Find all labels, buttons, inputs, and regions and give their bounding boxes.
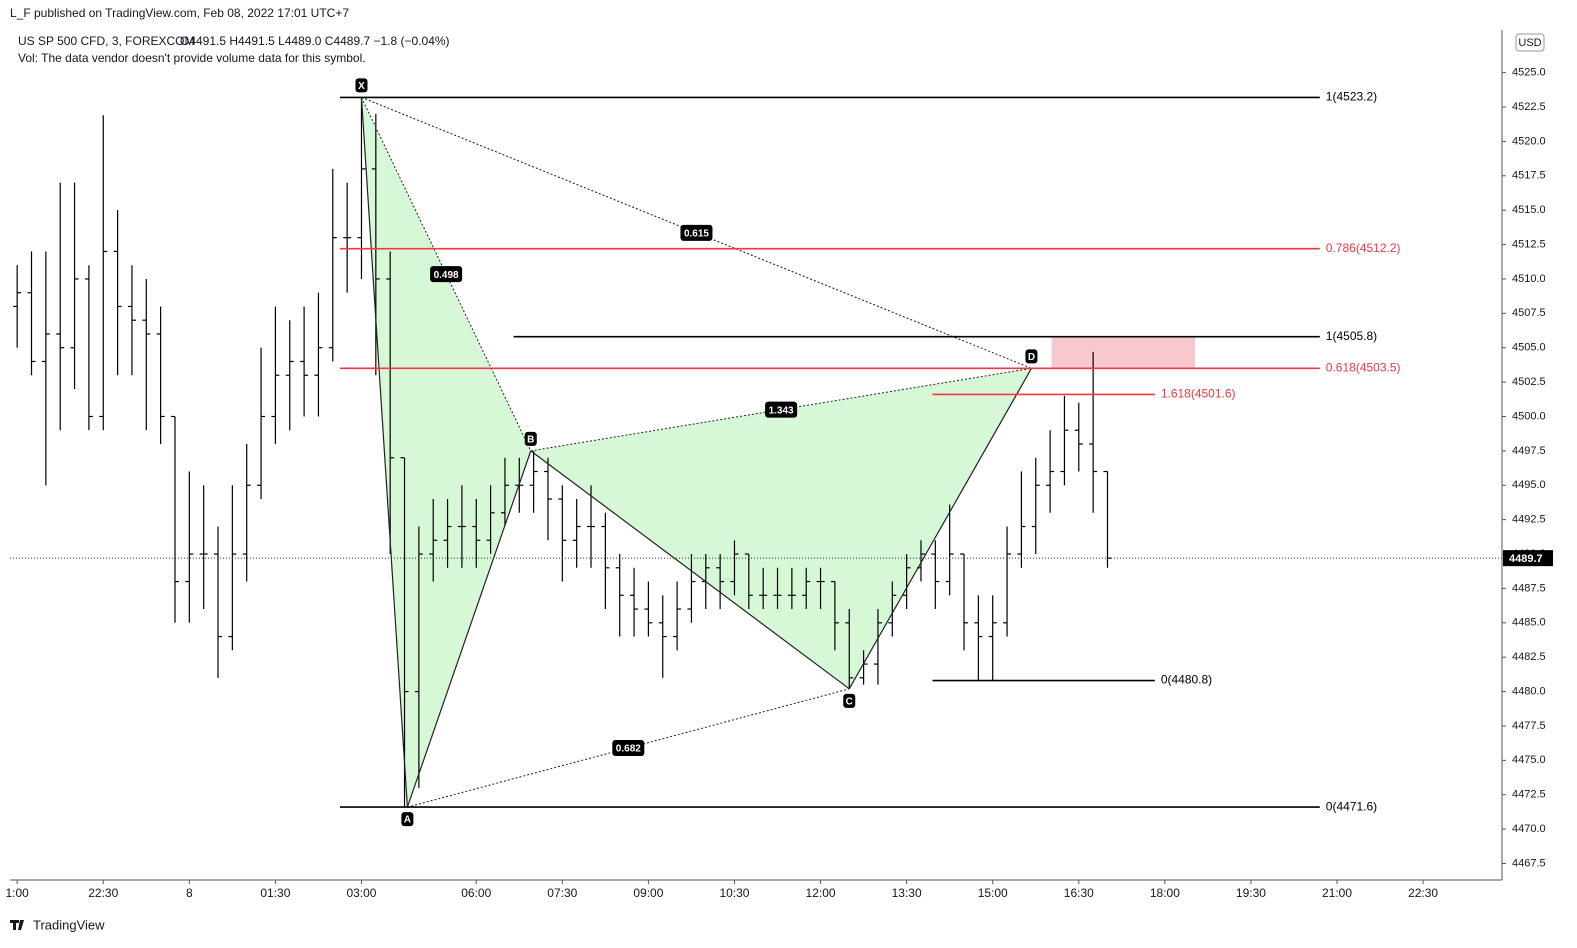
- pattern-fill: [361, 97, 531, 808]
- volume-note: Vol: The data vendor doesn't provide vol…: [18, 51, 366, 65]
- point-label: C: [846, 696, 853, 707]
- level-label: 0(4471.6): [1326, 799, 1377, 813]
- x-tick-label: 16:30: [1064, 886, 1094, 900]
- y-tick-label: 4510.0: [1512, 273, 1546, 285]
- ratio-box: [612, 739, 645, 756]
- x-tick-label: 03:00: [346, 886, 376, 900]
- pattern-leg: [530, 450, 850, 690]
- y-tick-label: 4492.5: [1512, 514, 1546, 526]
- y-tick-label: 4477.5: [1512, 720, 1546, 732]
- y-tick-label: 4512.5: [1512, 238, 1546, 250]
- x-tick-label: 06:00: [461, 886, 491, 900]
- last-price-box: [1503, 550, 1553, 567]
- currency[interactable]: USD: [1518, 37, 1541, 49]
- y-tick-label: 4525.0: [1512, 67, 1546, 79]
- y-tick-label: 4497.5: [1512, 445, 1546, 457]
- y-tick-label: 4495.0: [1512, 479, 1546, 491]
- symbol: US SP 500 CFD, 3, FOREXCOM: [18, 34, 195, 48]
- y-tick-label: 4482.5: [1512, 651, 1546, 663]
- point-label: A: [404, 815, 411, 826]
- point-label: X: [358, 81, 365, 92]
- pattern-fill: [530, 368, 1032, 689]
- ratio-label: 0.682: [616, 744, 641, 755]
- y-tick-label: 4475.0: [1512, 754, 1546, 766]
- pattern-leg: [360, 97, 408, 808]
- x-tick-label: 22:30: [88, 886, 118, 900]
- level-label: 1.618(4501.6): [1161, 387, 1236, 401]
- x-tick-label: 15:00: [978, 886, 1008, 900]
- y-tick-label: 4470.0: [1512, 823, 1546, 835]
- y-tick-label: 4472.5: [1512, 789, 1546, 801]
- pattern-leg: [406, 450, 532, 808]
- x-tick-label: 09:00: [633, 886, 663, 900]
- point-box: [524, 431, 537, 446]
- pattern-leg: [848, 368, 1032, 690]
- ratio-box: [680, 224, 713, 241]
- y-tick-label: 4507.5: [1512, 307, 1546, 319]
- y-tick-label: 4515.0: [1512, 204, 1546, 216]
- publisher: L_F published on TradingView.com, Feb 08…: [10, 6, 349, 20]
- point-box: [355, 78, 368, 93]
- point-label: B: [527, 435, 534, 446]
- x-tick-label: 01:30: [260, 886, 290, 900]
- x-tick-label: 21:00: [1322, 886, 1352, 900]
- y-tick-label: 4517.5: [1512, 170, 1546, 182]
- x-tick-label: 19:30: [1236, 886, 1266, 900]
- x-tick-label: 10:30: [719, 886, 749, 900]
- footer-logo: [10, 920, 24, 930]
- y-tick-label: 4485.0: [1512, 617, 1546, 629]
- level-label: 1(4523.2): [1326, 90, 1377, 104]
- x-tick-label: 07:30: [547, 886, 577, 900]
- quote: O4491.5 H4491.5 L4489.0 C4489.7 −1.8 (−0…: [180, 34, 450, 48]
- ratio-label: 0.615: [684, 229, 709, 240]
- level-label: 1(4505.8): [1326, 329, 1377, 343]
- level-label: 0(4480.8): [1161, 673, 1212, 687]
- currency-box[interactable]: [1515, 33, 1545, 52]
- y-tick-label: 4505.0: [1512, 342, 1546, 354]
- y-tick-label: 4480.0: [1512, 685, 1546, 697]
- ratio-label: 1.343: [769, 405, 794, 416]
- y-tick-label: 4467.5: [1512, 857, 1546, 869]
- ratio-label: 0.498: [434, 270, 459, 281]
- point-box: [1025, 349, 1038, 364]
- ratio-box: [765, 401, 798, 418]
- target-zone: [1051, 336, 1195, 369]
- footer: TradingView: [33, 917, 105, 932]
- x-tick-label: 8: [186, 886, 193, 900]
- x-tick-label: 12:00: [806, 886, 836, 900]
- ratio-line: [361, 97, 532, 452]
- x-tick-label: 13:30: [892, 886, 922, 900]
- point-box: [843, 693, 856, 708]
- level-label: 0.618(4503.5): [1326, 361, 1401, 375]
- y-tick-label: 4520.0: [1512, 135, 1546, 147]
- point-label: D: [1028, 352, 1035, 363]
- y-tick-label: 4522.5: [1512, 101, 1546, 113]
- last-price-label: 4489.7: [1509, 553, 1543, 565]
- y-tick-label: 4500.0: [1512, 410, 1546, 422]
- x-tick-label: 1:00: [5, 886, 29, 900]
- y-tick-label: 4502.5: [1512, 376, 1546, 388]
- x-tick-label: 22:30: [1408, 886, 1438, 900]
- point-box: [401, 812, 414, 827]
- y-tick-label: 4487.5: [1512, 582, 1546, 594]
- x-tick-label: 18:00: [1150, 886, 1180, 900]
- level-label: 0.786(4512.2): [1326, 241, 1401, 255]
- ratio-box: [430, 266, 463, 283]
